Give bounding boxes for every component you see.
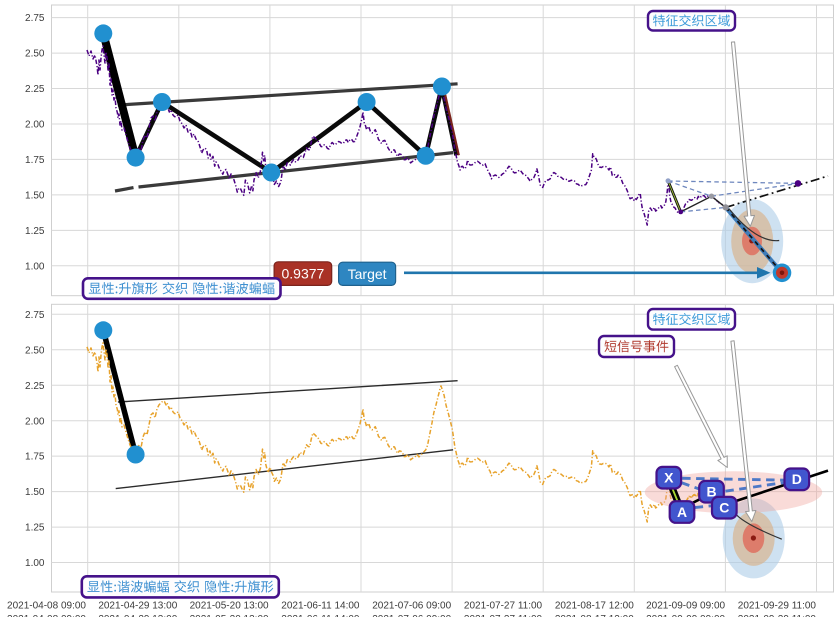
svg-text:2021-07-06 09:00: 2021-07-06 09:00 — [372, 601, 451, 612]
svg-text:2021-07-27 11:00: 2021-07-27 11:00 — [464, 614, 543, 617]
svg-text:1.50: 1.50 — [25, 191, 45, 202]
svg-text:B: B — [706, 484, 716, 500]
svg-text:2021-07-27 11:00: 2021-07-27 11:00 — [464, 601, 543, 612]
svg-text:Target: Target — [348, 266, 387, 282]
svg-text:2.75: 2.75 — [25, 310, 45, 321]
svg-text:2021-04-08 09:00: 2021-04-08 09:00 — [7, 601, 86, 612]
svg-text:2021-04-29 13:00: 2021-04-29 13:00 — [98, 601, 177, 612]
svg-text:1.75: 1.75 — [25, 155, 45, 166]
svg-text:1.25: 1.25 — [25, 226, 45, 237]
svg-text:2.00: 2.00 — [25, 120, 45, 131]
svg-text:C: C — [719, 500, 729, 516]
svg-text:2021-09-09 09:00: 2021-09-09 09:00 — [646, 601, 725, 612]
svg-text:2021-05-20 13:00: 2021-05-20 13:00 — [190, 601, 269, 612]
svg-text:D: D — [792, 471, 802, 487]
svg-text:2021-09-09 09:00: 2021-09-09 09:00 — [646, 614, 725, 617]
svg-text:2021-08-17 12:00: 2021-08-17 12:00 — [555, 601, 634, 612]
svg-text:2.50: 2.50 — [25, 345, 45, 356]
svg-text:A: A — [677, 504, 687, 520]
svg-text:1.75: 1.75 — [25, 452, 45, 463]
svg-text:X: X — [664, 470, 674, 486]
svg-text:2021-09-29 11:00: 2021-09-29 11:00 — [738, 601, 817, 612]
svg-text:1.25: 1.25 — [25, 523, 45, 534]
svg-text:2021-06-11 14:00: 2021-06-11 14:00 — [281, 614, 360, 617]
svg-text:0.9377: 0.9377 — [281, 266, 324, 282]
svg-text:2021-09-29 11:00: 2021-09-29 11:00 — [738, 614, 817, 617]
svg-text:2021-04-08 09:00: 2021-04-08 09:00 — [7, 614, 86, 617]
svg-text:2.25: 2.25 — [25, 84, 45, 95]
svg-text:2.50: 2.50 — [25, 49, 45, 60]
svg-text:2.00: 2.00 — [25, 416, 45, 427]
svg-text:2021-04-29 13:00: 2021-04-29 13:00 — [98, 614, 177, 617]
svg-text:1.50: 1.50 — [25, 487, 45, 498]
svg-text:2.25: 2.25 — [25, 381, 45, 392]
svg-text:2021-08-17 12:00: 2021-08-17 12:00 — [555, 614, 634, 617]
svg-text:2.75: 2.75 — [25, 13, 45, 24]
svg-text:1.00: 1.00 — [25, 261, 45, 272]
svg-text:2021-05-20 13:00: 2021-05-20 13:00 — [190, 614, 269, 617]
svg-text:1.00: 1.00 — [25, 558, 45, 569]
svg-text:2021-06-11 14:00: 2021-06-11 14:00 — [281, 601, 360, 612]
svg-text:2021-07-06 09:00: 2021-07-06 09:00 — [372, 614, 451, 617]
